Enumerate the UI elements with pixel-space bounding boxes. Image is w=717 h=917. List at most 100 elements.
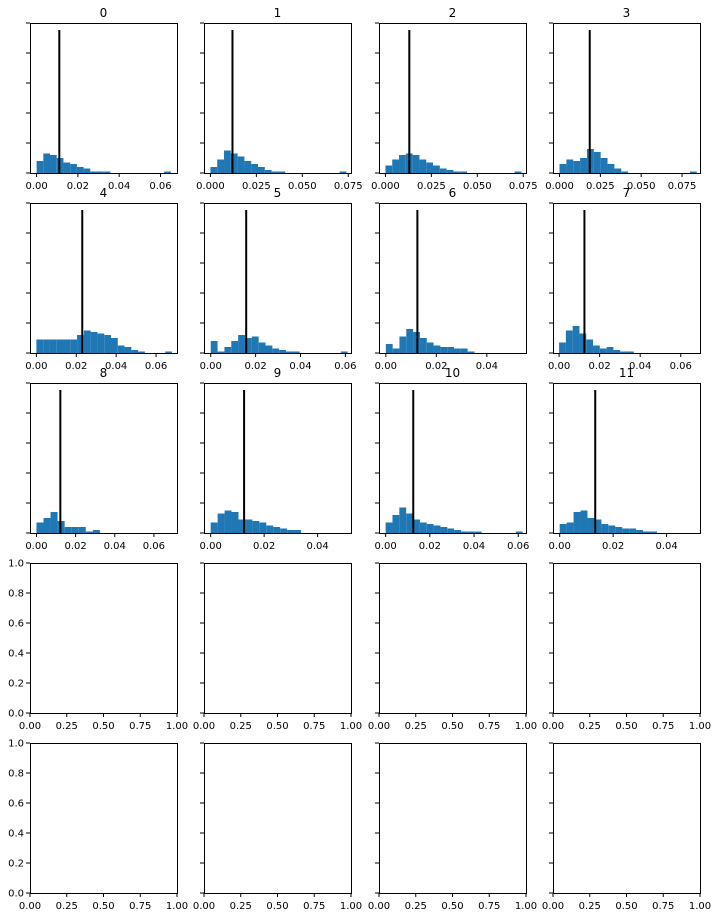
histogram-bar [620, 351, 627, 353]
x-tick-label: 0.50 [266, 901, 288, 912]
histogram-bar [210, 341, 218, 353]
histogram-bar [559, 524, 567, 533]
histogram-bar [224, 510, 232, 533]
histogram-bar [447, 347, 455, 353]
x-tick-label: 0.050 [627, 181, 656, 192]
x-tick-label: 1.00 [515, 901, 537, 912]
histogram-bar [90, 332, 98, 353]
histogram-bar [460, 171, 468, 173]
x-tick-label: 1.00 [689, 901, 711, 912]
subplot-title: 6 [449, 186, 457, 200]
x-tick-label: 0.75 [652, 901, 674, 912]
x-tick-label: 0.50 [441, 721, 463, 732]
subplot-title: 10 [445, 366, 460, 380]
histogram-bar [210, 167, 218, 173]
y-tick-label: 0.2 [8, 859, 24, 870]
x-tick-label: 0.06 [670, 361, 692, 372]
histogram-bar [124, 347, 132, 353]
y-tick-label: 1.0 [8, 559, 24, 570]
histogram-bar [426, 162, 434, 173]
subplot-title: 1 [274, 6, 282, 20]
histogram-bar [580, 158, 587, 173]
x-tick-label: 0.00 [200, 541, 222, 552]
y-tick-label: 0.4 [8, 649, 24, 660]
histogram-bar [392, 515, 400, 533]
histogram-bar [217, 159, 225, 173]
histogram-bar [433, 345, 441, 353]
subplot-18: 0.00 0.25 0.50 0.75 1.00 [368, 742, 537, 912]
subplot-11: 0.00 0.02 0.04 11 [549, 366, 701, 552]
histogram-bar [83, 330, 91, 353]
x-tick-label: 0.25 [230, 721, 252, 732]
x-tick-label: 0.000 [371, 181, 400, 192]
histogram-bar [76, 167, 84, 173]
histogram-bar [259, 522, 267, 533]
x-tick-label: 0.02 [425, 361, 447, 372]
histogram-bar [392, 159, 400, 173]
axes-frame [379, 203, 527, 354]
histogram-bar [251, 336, 259, 353]
x-tick-label: 0.02 [589, 361, 611, 372]
histogram-bar [71, 527, 79, 533]
histogram-bar [446, 170, 454, 173]
x-tick-label: 0.25 [56, 721, 78, 732]
x-tick-label: 1.00 [166, 901, 188, 912]
axes-frame [553, 383, 701, 534]
histogram-bar [36, 161, 44, 173]
subplot-3: 0.000 0.025 0.050 0.075 3 [545, 6, 701, 192]
x-tick-label: 1.00 [166, 721, 188, 732]
histogram-bar [43, 518, 51, 533]
histogram-bar [266, 525, 274, 533]
x-tick-label: 0.00 [375, 361, 397, 372]
x-tick-label: 0.000 [196, 181, 225, 192]
histogram-bar [689, 171, 697, 173]
histogram-bar [559, 164, 567, 173]
histogram-bar [224, 347, 232, 353]
histogram-bar [399, 507, 407, 533]
histogram-bar [273, 527, 281, 533]
histogram-bar [454, 348, 461, 353]
subplot-title: 5 [274, 186, 282, 200]
x-tick-label: 0.75 [478, 901, 500, 912]
histogram-bar [252, 521, 260, 533]
histogram-bar [440, 347, 448, 353]
histogram-bar [43, 339, 50, 353]
histogram-bar [600, 158, 608, 173]
histogram-bar [90, 171, 97, 173]
x-tick-label: 0.06 [334, 361, 356, 372]
x-tick-label: 0.04 [306, 541, 328, 552]
axes-frame [379, 743, 527, 894]
x-tick-label: 0.75 [303, 901, 325, 912]
x-tick-label: 0.25 [405, 901, 427, 912]
x-tick-label: 0.00 [542, 901, 564, 912]
histogram-bar [573, 512, 581, 533]
histogram-bar [433, 165, 440, 173]
subplot-6: 0.00 0.02 0.04 6 [375, 186, 527, 372]
x-tick-label: 0.00 [549, 541, 571, 552]
x-tick-label: 0.06 [149, 181, 171, 192]
histogram-bar [231, 512, 239, 533]
histogram-bar [238, 519, 246, 533]
histogram-bar [97, 333, 105, 353]
x-tick-label: 0.00 [193, 901, 215, 912]
y-tick-label: 0.8 [8, 769, 24, 780]
x-tick-label: 0.075 [509, 181, 538, 192]
x-tick-label: 0.04 [655, 541, 677, 552]
histogram-bar [231, 341, 239, 353]
x-tick-label: 1.00 [689, 721, 711, 732]
x-tick-label: 0.00 [548, 361, 570, 372]
histogram-bar [440, 527, 448, 533]
histogram-bar [83, 168, 91, 173]
axes-frame [379, 383, 527, 534]
histogram-bar [272, 348, 280, 353]
histogram-bar [224, 150, 231, 173]
x-tick-label: 0.02 [65, 361, 87, 372]
x-tick-label: 0.025 [242, 181, 271, 192]
histogram-bar [292, 351, 300, 353]
x-tick-label: 1.00 [340, 721, 362, 732]
x-tick-label: 0.50 [266, 721, 288, 732]
x-tick-label: 0.00 [25, 541, 47, 552]
histogram-bar [460, 348, 468, 353]
x-tick-label: 0.04 [476, 361, 498, 372]
histogram-bar [565, 330, 573, 353]
